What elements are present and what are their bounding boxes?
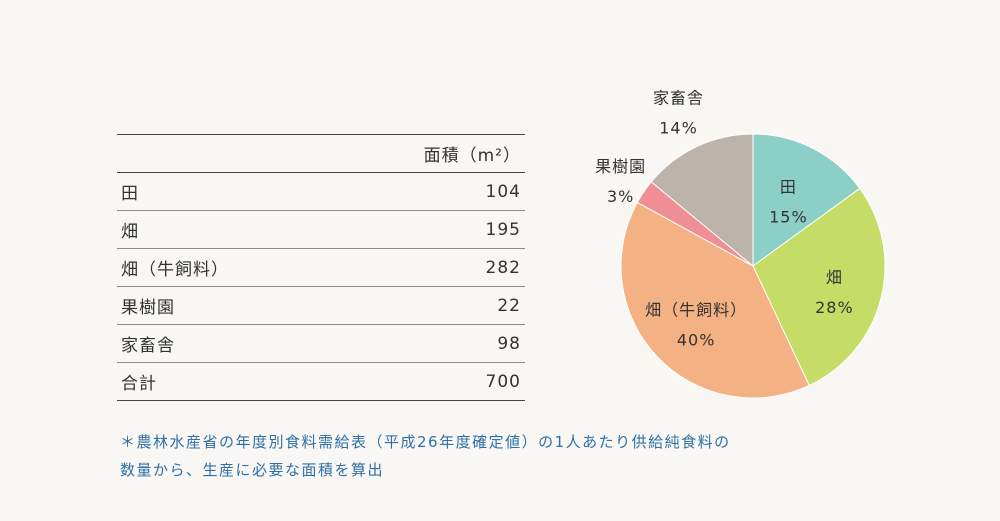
slice-percent-label: 28% (815, 298, 854, 317)
table-row: 畑（牛飼料） 282 (117, 248, 525, 287)
row-label: 合計 (117, 362, 332, 401)
pie-chart: 田 15% 畑 28% 畑（牛飼料） 40% 果樹園 3% 家畜舎 14% (595, 89, 886, 399)
table-row: 果樹園 22 (117, 286, 525, 325)
table-row: 家畜舎 98 (117, 324, 525, 363)
pie-slices (620, 133, 886, 399)
row-area-value: 700 (331, 362, 525, 401)
row-label: 家畜舎 (117, 324, 332, 363)
table-row: 畑 195 (117, 210, 525, 249)
slice-percent-label: 15% (769, 208, 808, 227)
slice-label: 畑（牛飼料） (645, 300, 747, 319)
pie-slice (752, 133, 861, 267)
pie-labels: 田 15% 畑 28% 畑（牛飼料） 40% 果樹園 3% 家畜舎 14% (595, 89, 854, 350)
table-header-row: 面積（m²） (117, 134, 525, 173)
row-label: 田 (117, 172, 332, 211)
slice-label: 果樹園 (595, 157, 646, 176)
row-area-value: 22 (331, 286, 525, 325)
table-row: 田 104 (117, 172, 525, 211)
slice-percent-label: 40% (677, 330, 716, 349)
table-total-row: 合計 700 (117, 362, 525, 401)
slice-percent-label: 14% (659, 119, 698, 138)
row-label: 果樹園 (117, 286, 332, 325)
row-label: 畑 (117, 210, 332, 249)
row-area-value: 98 (331, 324, 525, 363)
row-area-value: 104 (331, 172, 525, 211)
pie-slice (752, 187, 886, 387)
slice-percent-label: 3% (607, 187, 634, 206)
header-label (117, 134, 332, 173)
footnote-line-1: ＊農林水産省の年度別食料需給表（平成26年度確定値）の1人あたり供給純食料の (120, 433, 731, 451)
pie-slice (650, 133, 754, 268)
slice-label: 畑 (826, 268, 843, 287)
header-area-unit: 面積（m²） (331, 134, 525, 173)
table-body: 田 104 畑 195 畑（牛飼料） 282 果樹園 22 家畜舎 98 合計 700 (117, 172, 525, 401)
slice-label: 田 (780, 178, 797, 197)
area-table: 面積（m²） 田 104 畑 195 畑（牛飼料） 282 果樹園 22 家畜舎 98 合計 700 (117, 134, 525, 401)
row-area-value: 195 (331, 210, 525, 249)
footnote-line-2: 数量から、生産に必要な面積を算出 (120, 461, 385, 479)
row-label: 畑（牛飼料） (117, 248, 332, 287)
row-area-value: 282 (331, 248, 525, 287)
footnote: ＊農林水産省の年度別食料需給表（平成26年度確定値）の1人あたり供給純食料の 数… (120, 428, 900, 484)
pie-slice (620, 201, 810, 399)
slice-label: 家畜舎 (653, 89, 704, 108)
